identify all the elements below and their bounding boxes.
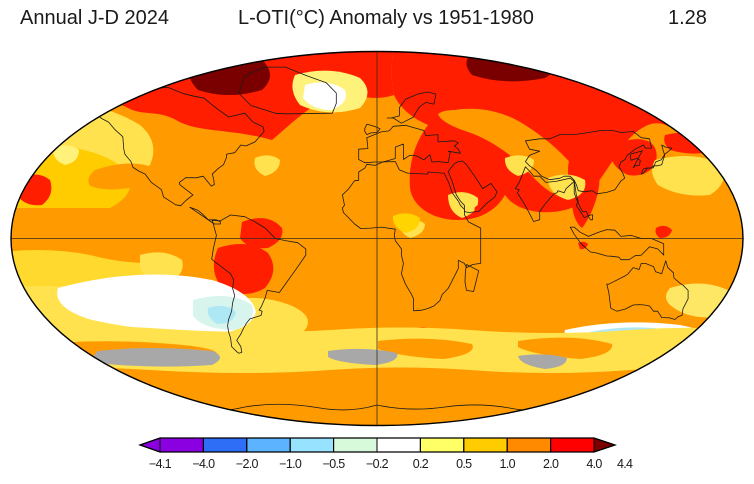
svg-text:0.5: 0.5 (456, 457, 472, 471)
svg-text:2.0: 2.0 (543, 457, 559, 471)
svg-text:4.0: 4.0 (586, 457, 602, 471)
svg-text:−4.1: −4.1 (149, 457, 172, 471)
svg-text:−4.0: −4.0 (192, 457, 215, 471)
svg-text:0.2: 0.2 (413, 457, 429, 471)
svg-text:−1.0: −1.0 (279, 457, 302, 471)
svg-text:−0.2: −0.2 (366, 457, 389, 471)
svg-text:−0.5: −0.5 (323, 457, 346, 471)
svg-text:1.0: 1.0 (500, 457, 516, 471)
svg-text:−2.0: −2.0 (236, 457, 259, 471)
svg-text:4.4: 4.4 (617, 457, 633, 471)
